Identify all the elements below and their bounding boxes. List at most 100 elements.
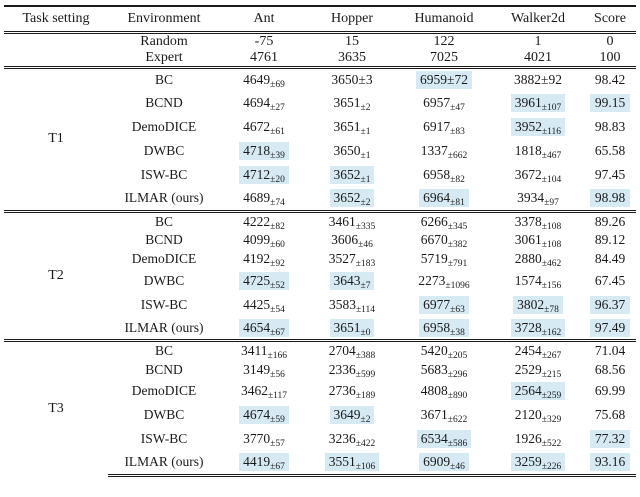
value-mean: 6909 [423, 454, 451, 470]
value-mean: 2736 [328, 383, 356, 398]
value-error: ±335 [355, 221, 376, 232]
value-error: ±296 [447, 369, 468, 380]
score-cell: 69.99 [584, 379, 636, 403]
header-cell: Walker2d [492, 5, 584, 34]
value-cell: 2529±215 [492, 360, 584, 380]
score-box: 98.98 [589, 189, 631, 208]
baseline-name: Random [140, 33, 188, 49]
score-box: 84.49 [594, 251, 626, 266]
value-error: ±20 [270, 175, 285, 185]
score-box: 89.12 [594, 232, 626, 247]
value-cell: 4718±39 [220, 139, 308, 163]
value-box: 5683±296 [417, 361, 471, 380]
value-error: ±47 [450, 103, 465, 113]
value-mean: 3770 [243, 431, 271, 446]
value-error: ±2 [360, 198, 371, 209]
value-error: ±104 [541, 175, 562, 185]
value-mean: 2273 [418, 272, 446, 288]
value-error: ±59 [270, 415, 285, 425]
value-error: ±2 [360, 415, 371, 425]
value-error: ±1 [360, 175, 371, 185]
header-cell: Ant [220, 5, 308, 34]
value-cell: 4425±54 [220, 293, 308, 317]
method-label: BC [108, 65, 220, 91]
value-cell: 6534±586 [396, 427, 492, 451]
value-error: ±82 [270, 221, 285, 232]
value-box: 3651±0 [329, 318, 375, 338]
value-error: ±2 [360, 103, 371, 113]
method-label: ILMAR (ours) [124, 190, 204, 206]
value-cell: 3652±1 [308, 163, 396, 187]
score-cell: 68.56 [584, 360, 636, 379]
baseline-row: Expert 4761 3635 7025 4021 100 [4, 50, 636, 68]
value-cell: 3650±3 [308, 65, 396, 91]
value-cell: 3952±116 [492, 115, 584, 139]
value-box: 4649±69 [239, 71, 289, 90]
value-mean: 3671 [420, 407, 448, 422]
value-mean: 4808 [420, 383, 448, 398]
value-mean: 3378 [514, 213, 542, 229]
value-box: 6266±345 [417, 213, 471, 232]
value-cell: 3643±7 [308, 269, 396, 293]
value-box: 2120±329 [511, 406, 565, 425]
value-cell: 3461±335 [308, 209, 396, 232]
value-mean: 5420 [420, 343, 448, 358]
value-box: 4725±52 [239, 271, 289, 290]
value-mean: 6917 [423, 119, 451, 134]
value-error: ±189 [355, 391, 376, 401]
value-mean: 5683 [420, 361, 448, 377]
value-cell: 4222±82 [220, 209, 308, 232]
value-box: 3652±1 [329, 166, 375, 185]
value-error: ±46 [450, 462, 465, 473]
value-cell: 4712±20 [220, 163, 308, 187]
value-cell: 6959±72 [396, 65, 492, 91]
method-label: DemoDICE [131, 383, 197, 398]
value-box: 4099±60 [239, 231, 289, 250]
value-mean: 3728 [514, 319, 542, 335]
value-cell: 1926±522 [492, 427, 584, 451]
method-label: ILMAR (ours) [108, 451, 220, 477]
table-row: ILMAR (ours) 4654±67 3651±0 6958±38 3728±162… [4, 317, 636, 341]
value-box: 3728±162 [510, 318, 566, 338]
value-error: ±63 [450, 304, 465, 315]
value-mean: 6670 [420, 232, 448, 247]
score-box: 77.32 [589, 430, 631, 448]
value-mean: 3236 [328, 431, 356, 446]
value-cell: 3649±2 [308, 403, 396, 427]
value-cell: 2273±1096 [396, 269, 492, 293]
value-error: ±82 [450, 175, 465, 185]
value-box: 1926±522 [511, 430, 565, 449]
value-box: 3149±56 [239, 361, 289, 380]
value-error: ±3 [358, 71, 373, 87]
value-box: 4718±39 [239, 142, 289, 161]
table-row: DemoDICE 4672±61 3651±1 6917±83 3952±116 98.8… [4, 115, 636, 139]
value-box: 4654±67 [239, 318, 289, 338]
value-cell: 3583±114 [308, 293, 396, 317]
value-mean: 3651 [333, 319, 361, 335]
value-box: 3652±2 [329, 189, 375, 209]
value-mean: 1926 [514, 431, 542, 446]
value-error: ±97 [544, 198, 559, 209]
value-error: ±57 [270, 439, 285, 449]
value-mean: 3461 [328, 213, 356, 229]
value-box: 3236±422 [325, 430, 379, 449]
value-box: 2880±462 [511, 250, 565, 269]
value-mean: 6958 [423, 319, 451, 335]
value-error: ±599 [355, 369, 376, 380]
value-cell: 2880±462 [492, 250, 584, 269]
table-row: T1 BC 4649±69 3650±3 6959±72 3882±92 98.42 [4, 65, 636, 211]
value-error: ±81 [450, 198, 465, 209]
score-cell: 77.32 [584, 427, 636, 451]
value-cell: 2120±329 [492, 403, 584, 427]
value-box: 3462±117 [237, 382, 291, 401]
value-mean: 2454 [514, 343, 542, 358]
value-error: ±60 [270, 240, 285, 250]
value-cell: 5719±791 [396, 250, 492, 269]
value-mean: 4725 [243, 272, 271, 288]
value-error: ±467 [541, 151, 562, 161]
value-error: ±166 [267, 351, 287, 361]
score-cell: 67.45 [584, 269, 636, 293]
score-box: 93.16 [589, 453, 631, 472]
value-box: 2564±259 [510, 382, 566, 401]
value-mean: 3652 [333, 190, 361, 206]
